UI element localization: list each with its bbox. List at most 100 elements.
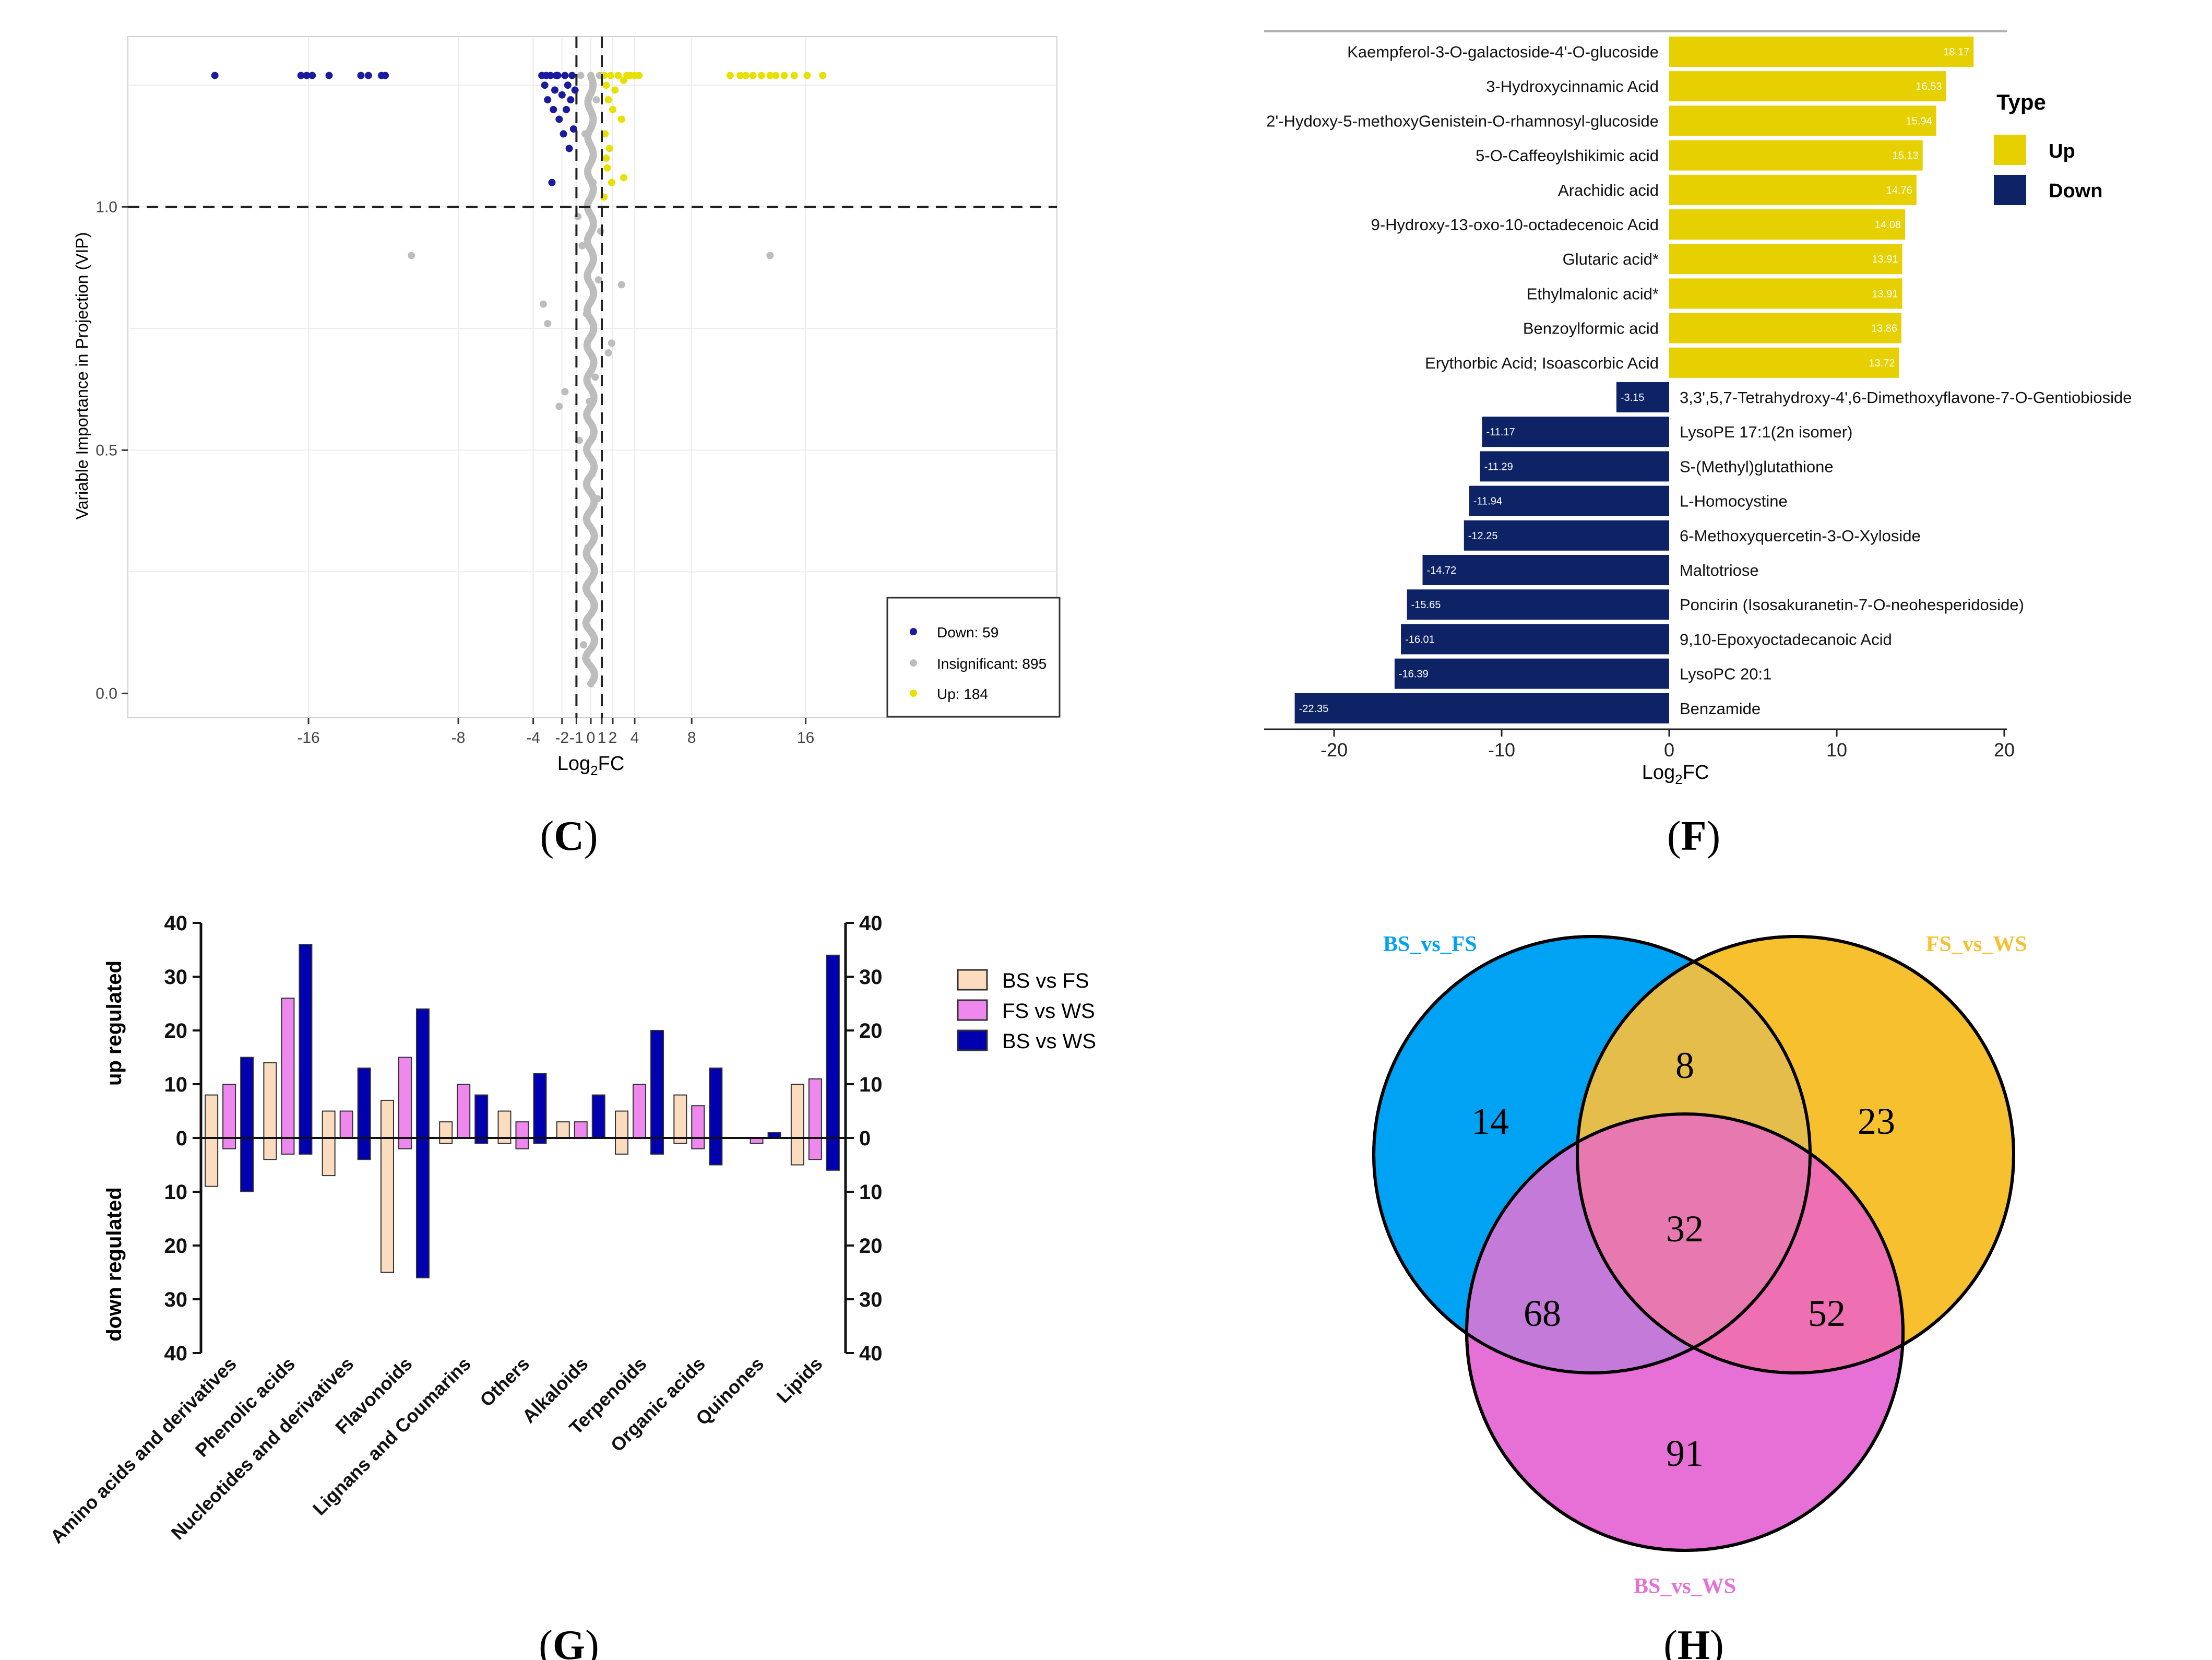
c-legend-insig-marker <box>910 659 917 667</box>
c-point-down <box>568 72 576 79</box>
c-point-insignificant <box>539 300 547 308</box>
g-ylabel-down: down regulated <box>103 1187 126 1342</box>
g-bar-up <box>339 1110 353 1139</box>
f-legend-down: Down <box>2049 180 2102 202</box>
venn-count-bc: 52 <box>1808 1293 1846 1334</box>
f-xtick-label: 0 <box>1664 739 1674 761</box>
c-point-down <box>297 72 305 79</box>
g-bars <box>205 944 840 1278</box>
venn-outline-bs-ws <box>1465 1112 1905 1552</box>
c-point-insignificant <box>575 436 583 444</box>
c-axis-ticks: -16 -8 -4 -2 -1 0 1 2 4 8 16 0.0 0.5 1.0 <box>96 198 814 746</box>
venn-count-all: 32 <box>1666 1208 1704 1250</box>
c-xtick-label: 8 <box>687 729 696 746</box>
panel-label-f: (F) <box>1667 813 1720 859</box>
c-point-down <box>552 72 560 79</box>
g-ytick-label-right: 40 <box>859 912 883 935</box>
venn-label-bs-fs: BS_vs_FS <box>1383 932 1477 956</box>
c-point-insignificant <box>594 276 602 284</box>
g-bar-up <box>439 1121 453 1139</box>
c-point-down <box>564 81 572 89</box>
g-bar-up <box>263 1062 277 1139</box>
c-point-down <box>551 86 558 94</box>
f-bar <box>1669 347 1899 378</box>
f-bar <box>1616 382 1669 412</box>
c-point-up <box>606 72 614 79</box>
f-category-label: L-Homocystine <box>1680 492 1788 511</box>
f-bar <box>1422 555 1669 585</box>
c-point-insignificant <box>555 402 563 410</box>
g-bar-up <box>615 1110 629 1139</box>
venn-count-fs-ws-only: 23 <box>1858 1100 1895 1142</box>
c-point-down <box>560 130 567 138</box>
c-point-down <box>571 86 579 94</box>
g-bar-down <box>380 1137 394 1273</box>
g-bar-up <box>673 1094 687 1139</box>
g-ytick-label-right: 10 <box>859 1181 883 1204</box>
g-bar-up <box>650 1030 664 1139</box>
c-point-insignificant <box>561 388 569 396</box>
f-bar <box>1669 37 1974 67</box>
g-legend-bsws: BS vs WS <box>1002 1030 1096 1053</box>
c-point-up <box>726 72 734 79</box>
c-point-down <box>544 96 552 104</box>
f-bar <box>1669 71 1946 102</box>
c-xtick-label: -16 <box>297 729 319 746</box>
c-xtick-label: 4 <box>631 729 639 746</box>
g-bar-up <box>808 1078 822 1139</box>
g-bar-up <box>591 1094 605 1139</box>
g-bar-up <box>240 1057 254 1139</box>
c-point-down <box>569 125 577 133</box>
g-ytick-label: 30 <box>164 966 188 989</box>
f-xtick-label: -10 <box>1488 739 1515 761</box>
c-legend-box <box>886 597 1061 718</box>
g-bar-up <box>556 1121 570 1139</box>
f-value-label: -12.25 <box>1468 530 1498 542</box>
c-point-up <box>601 130 609 138</box>
g-ytick-label-right: 30 <box>859 966 883 989</box>
g-bar-up <box>415 1008 430 1139</box>
f-category-label: 9-Hydroxy-13-oxo-10-octadecenoic Acid <box>1371 216 1659 234</box>
c-points <box>211 72 827 687</box>
f-bar <box>1469 485 1669 516</box>
c-point-insignificant <box>574 212 582 220</box>
f-bar <box>1482 417 1669 447</box>
f-value-label: -14.72 <box>1426 565 1456 576</box>
c-point-up <box>602 81 610 89</box>
venn-count-bs-ws-only: 91 <box>1666 1432 1704 1474</box>
g-bar-down <box>615 1137 629 1155</box>
g-bar-down <box>281 1137 295 1155</box>
c-point-up <box>780 72 788 79</box>
g-bar-down <box>808 1137 822 1160</box>
f-value-label: 18.17 <box>1943 46 1969 58</box>
f-bar <box>1294 693 1669 724</box>
c-point-insignificant <box>592 96 600 104</box>
g-ytick-label: 40 <box>164 1342 188 1365</box>
g-bar-up <box>574 1121 588 1139</box>
c-point-up <box>766 72 774 79</box>
c-point-up <box>604 96 612 104</box>
c-ytick-label: 1.0 <box>96 198 117 216</box>
panel-label-g: (G) <box>539 1622 599 1660</box>
g-bar-down <box>240 1137 254 1192</box>
c-point-down <box>567 96 575 104</box>
c-point-down <box>548 179 556 186</box>
f-bar <box>1669 313 1901 343</box>
c-point-insignificant <box>581 130 589 138</box>
c-xtick-label: -2 <box>555 729 569 746</box>
f-category-label: Ethylmalonic acid* <box>1527 284 1659 303</box>
c-ytick-label: 0.5 <box>96 442 117 459</box>
venn-overlap-abc-wrap <box>1577 1114 1810 1373</box>
c-ytick-label: 0.0 <box>96 685 117 702</box>
g-ytick-label-right: 20 <box>859 1235 883 1258</box>
c-point-down <box>563 105 570 113</box>
c-x-axis-label: Log2FC <box>557 753 625 778</box>
g-ytick-label: 10 <box>164 1181 188 1204</box>
c-point-up <box>609 105 616 113</box>
g-category-label: Others <box>475 1353 533 1411</box>
c-point-up <box>605 145 613 152</box>
c-point-insignificant <box>584 543 592 551</box>
c-point-up <box>819 72 827 79</box>
f-category-label: Kaempferol-3-O-galactoside-4'-O-glucosid… <box>1347 43 1659 61</box>
